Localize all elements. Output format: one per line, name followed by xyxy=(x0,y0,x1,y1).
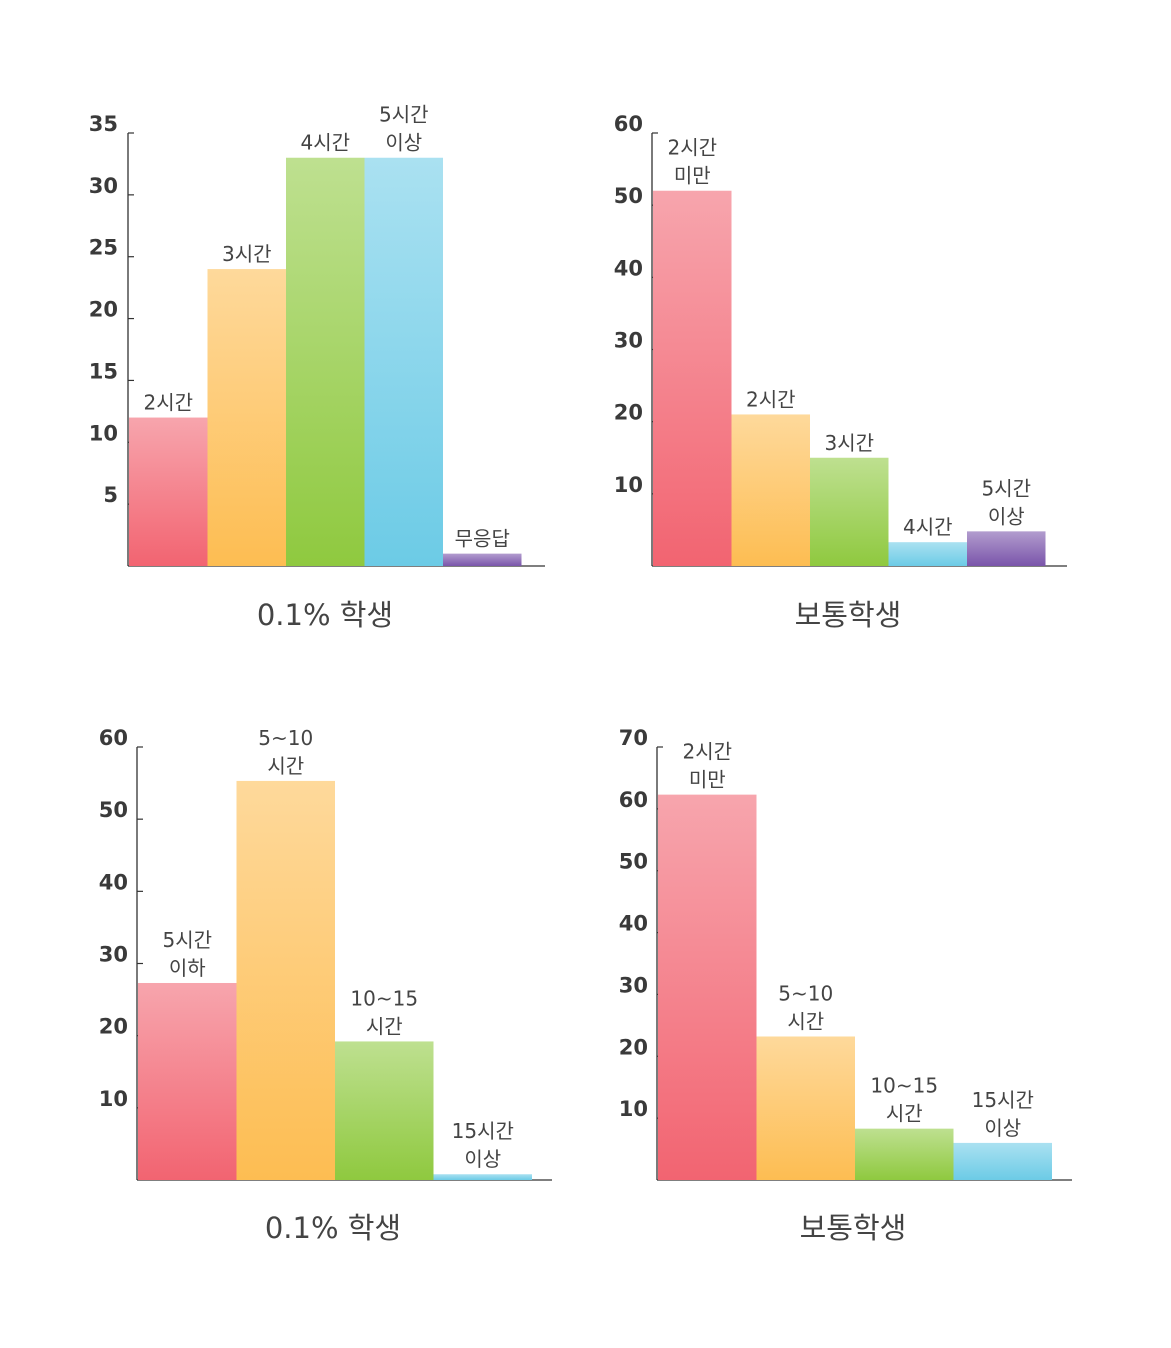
y-tick-label: 20 xyxy=(614,401,643,425)
bar-label: 15시간 이상 xyxy=(972,1088,1034,1140)
bar xyxy=(731,414,810,566)
chart-title: 보통학생 xyxy=(795,598,902,632)
bar xyxy=(364,157,443,566)
y-tick-label: 10 xyxy=(619,1097,648,1121)
y-tick-label: 40 xyxy=(619,912,648,936)
bar-label: 5시간 이상 xyxy=(981,476,1031,528)
bar xyxy=(810,457,889,566)
bar xyxy=(653,190,732,566)
bar-label: 3시간 xyxy=(824,431,874,455)
bar-label: 3시간 xyxy=(222,242,272,266)
bar xyxy=(138,982,237,1180)
y-tick-label: 10 xyxy=(614,473,643,497)
bar xyxy=(443,553,522,566)
bar xyxy=(967,531,1046,566)
y-tick-label: 20 xyxy=(619,1035,648,1059)
y-tick-label: 50 xyxy=(614,184,643,208)
bar-label: 4시간 xyxy=(300,131,350,155)
chart-4: 10 20 30 40 50 60 70 2시간 미만 5~10 시간 10~15 시간 15시간 이상보통… xyxy=(619,726,1072,1245)
bar xyxy=(756,1036,855,1180)
bar-label: 2시간 미만 xyxy=(667,136,717,188)
y-tick-label: 10 xyxy=(89,421,118,445)
y-tick-label: 10 xyxy=(99,1087,128,1111)
bar xyxy=(207,269,286,566)
y-tick-label: 30 xyxy=(619,973,648,997)
y-tick-label: 60 xyxy=(99,726,128,750)
y-tick-label: 5 xyxy=(103,483,118,507)
bar-label: 무응답 xyxy=(455,527,510,551)
y-tick-label: 50 xyxy=(99,798,128,822)
bar xyxy=(658,794,757,1180)
bar-label: 2시간 미만 xyxy=(682,740,732,792)
y-tick-label: 35 xyxy=(89,112,118,136)
y-tick-label: 30 xyxy=(614,329,643,353)
y-tick-label: 20 xyxy=(99,1015,128,1039)
bar-label: 15시간 이상 xyxy=(452,1119,514,1171)
bar xyxy=(335,1041,434,1180)
bar-label: 2시간 xyxy=(143,391,193,415)
chart-title: 0.1% 학생 xyxy=(257,598,393,632)
y-tick-label: 30 xyxy=(99,943,128,967)
y-tick-label: 60 xyxy=(614,112,643,136)
y-tick-label: 50 xyxy=(619,850,648,874)
y-tick-label: 40 xyxy=(614,256,643,280)
bar xyxy=(433,1174,532,1180)
y-tick-label: 60 xyxy=(619,788,648,812)
bar-label: 5~10 시간 xyxy=(778,981,833,1033)
y-tick-label: 70 xyxy=(619,726,648,750)
bar-label: 10~15 시간 xyxy=(350,986,418,1038)
bar xyxy=(855,1128,954,1180)
bar-label: 5~10 시간 xyxy=(258,726,313,778)
chart-title: 보통학생 xyxy=(800,1211,907,1245)
bar xyxy=(129,417,208,566)
bar xyxy=(236,780,335,1180)
bar-label: 5시간 이상 xyxy=(379,103,429,155)
y-tick-label: 40 xyxy=(99,870,128,894)
bar-label: 2시간 xyxy=(746,387,796,411)
chart-3: 10 20 30 40 50 60 5시간 이하 5~10 시간 10~15 시간 15시간 이상 0.1%… xyxy=(99,726,552,1245)
bar xyxy=(888,542,967,566)
y-tick-label: 15 xyxy=(89,359,118,383)
y-tick-label: 25 xyxy=(89,236,118,260)
bar-label: 5시간 이하 xyxy=(162,928,212,980)
y-tick-label: 20 xyxy=(89,298,118,322)
bar xyxy=(953,1142,1052,1180)
bar-label: 4시간 xyxy=(903,515,953,539)
chart-title: 0.1% 학생 xyxy=(265,1211,401,1245)
bar-label: 10~15 시간 xyxy=(870,1074,938,1126)
y-tick-label: 30 xyxy=(89,174,118,198)
bar xyxy=(286,157,365,566)
